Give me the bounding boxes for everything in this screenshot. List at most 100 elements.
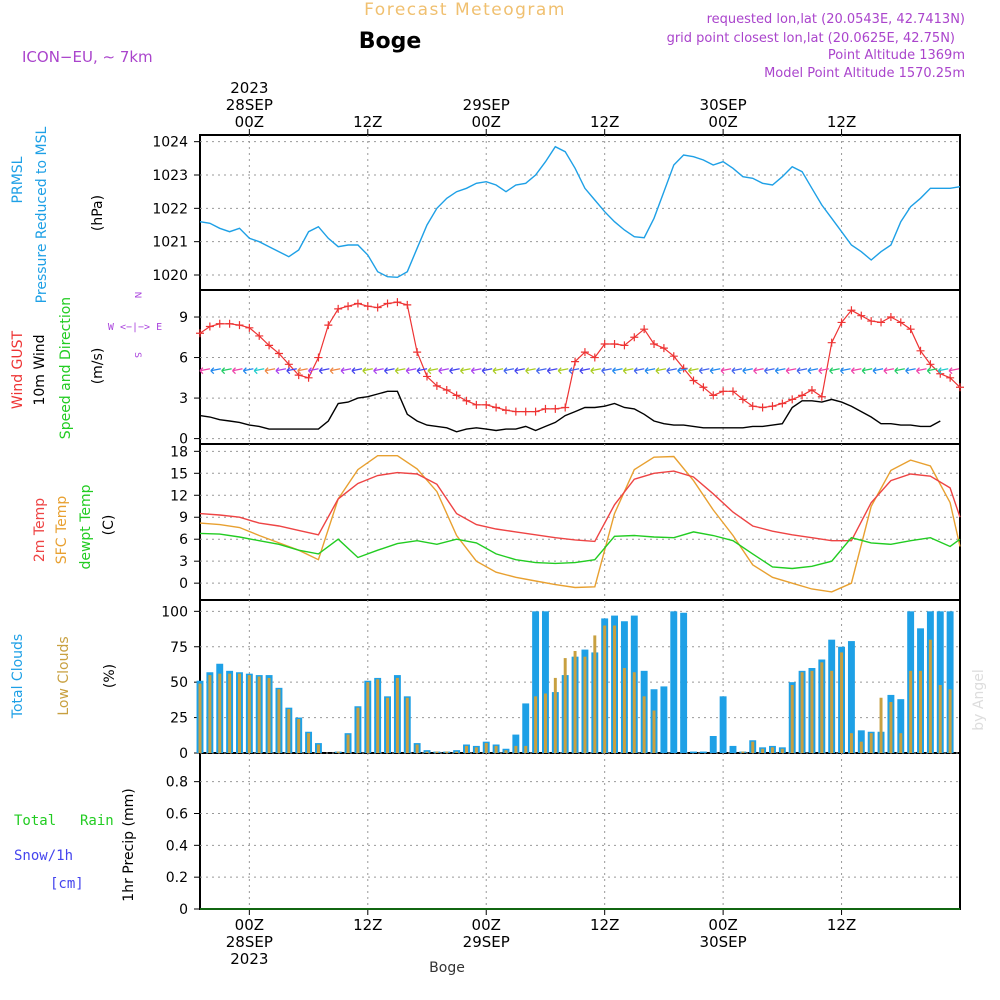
low-cloud-bar xyxy=(652,710,656,753)
low-cloud-bar xyxy=(553,677,557,753)
wind-direction-arrow xyxy=(373,367,384,375)
wind-direction-arrow xyxy=(731,367,743,375)
gust-marker xyxy=(600,340,609,349)
gust-marker xyxy=(669,352,678,361)
gust-marker xyxy=(472,400,481,409)
wind-direction-arrow xyxy=(427,367,439,375)
wind-direction-arrow xyxy=(720,367,732,375)
wind-direction-arrow xyxy=(655,367,667,375)
wind-direction-arrow xyxy=(503,367,515,375)
gust-marker xyxy=(413,348,422,357)
time-label: 2023 xyxy=(230,950,268,968)
precip-ytick-label: 0.8 xyxy=(166,775,188,791)
gust-marker xyxy=(373,303,382,312)
pressure-ytick-label: 1021 xyxy=(152,235,188,251)
wind-direction-arrow xyxy=(590,367,601,375)
low-cloud-bar xyxy=(642,696,646,753)
cloud-ylabel-low: Low Clouds xyxy=(56,636,72,715)
gust-marker xyxy=(867,317,876,326)
wind-direction-arrow xyxy=(883,367,895,375)
wind-direction-arrow xyxy=(340,367,352,375)
low-cloud-bar xyxy=(593,635,597,753)
wind-direction-arrow xyxy=(861,367,873,375)
cloud-unit: (%) xyxy=(102,664,118,688)
low-cloud-bar xyxy=(415,744,419,753)
low-cloud-bar xyxy=(386,697,390,753)
wind-direction-arrow xyxy=(937,367,949,375)
gust-marker xyxy=(847,306,856,315)
pressure-ytick-label: 1022 xyxy=(152,201,188,217)
low-cloud-bar xyxy=(751,741,755,753)
pressure-ylabel-2: Pressure Reduced to MSL xyxy=(34,126,50,303)
low-cloud-bar xyxy=(849,733,853,753)
wind-direction-arrow xyxy=(568,367,580,375)
gust-marker xyxy=(551,404,560,413)
wind-direction-arrow xyxy=(481,367,493,375)
low-cloud-bar xyxy=(830,670,834,753)
pressure-line xyxy=(199,145,961,279)
gust-marker xyxy=(788,395,797,404)
low-cloud-bar xyxy=(405,697,409,753)
wind-direction-arrow xyxy=(384,367,395,375)
time-label: 12Z xyxy=(590,916,619,934)
gust-marker xyxy=(748,402,757,411)
wind-ytick-label: 9 xyxy=(179,310,188,326)
wind-direction-arrow xyxy=(286,367,297,375)
gust-marker xyxy=(521,407,530,416)
wind-direction-arrow xyxy=(948,367,960,375)
gust-marker xyxy=(857,311,866,320)
wind-direction-arrow xyxy=(492,367,504,375)
gust-marker xyxy=(492,403,501,412)
gust-marker xyxy=(650,340,659,349)
temp-ylabel-dew: dewpt Temp xyxy=(78,484,94,569)
wind-unit: (m/s) xyxy=(90,348,106,385)
gust-marker xyxy=(324,321,333,330)
temp-ylabel-2m: 2m Temp xyxy=(32,498,48,562)
low-cloud-bar xyxy=(465,745,468,753)
gust-marker xyxy=(758,403,767,412)
low-cloud-bar xyxy=(770,747,774,753)
low-cloud-bar xyxy=(761,748,765,753)
wind-direction-arrow xyxy=(840,367,851,375)
gust-marker xyxy=(877,318,886,327)
temperature-panel: 0 3 6 9 12 15 18 xyxy=(170,444,961,600)
low-cloud-bar xyxy=(316,744,320,753)
wind-direction-arrow xyxy=(666,367,677,375)
watermark: by Angel xyxy=(971,669,987,730)
wind-direction-arrow xyxy=(579,367,591,375)
wind-direction-arrow xyxy=(677,367,688,375)
temp-ytick-label: 9 xyxy=(179,510,188,526)
wind-direction-arrow xyxy=(557,367,569,375)
low-cloud-bar xyxy=(247,675,251,753)
wind-direction-arrow xyxy=(926,367,938,375)
low-cloud-bar xyxy=(534,696,538,753)
gust-marker xyxy=(284,360,293,369)
total-cloud-bar xyxy=(670,611,678,753)
precip-label-rain: Rain xyxy=(80,813,114,829)
temp-ytick-label: 12 xyxy=(170,488,188,504)
precip-ytick-label: 0.6 xyxy=(166,806,188,822)
low-cloud-bar xyxy=(336,751,340,753)
low-cloud-bar xyxy=(395,677,399,753)
total-cloud-bar xyxy=(660,686,668,753)
low-cloud-bar xyxy=(613,625,617,753)
gust-marker xyxy=(571,357,580,366)
meteogram-title: Forecast Meteogram xyxy=(364,0,566,20)
model-point-altitude: Model Point Altitude 1570.25m xyxy=(764,66,965,81)
gust-marker xyxy=(403,300,412,309)
compass-s: S xyxy=(132,352,142,358)
requested-coords: requested lon,lat (20.0543E, 42.7413N) xyxy=(707,12,965,27)
temp-ytick-label: 0 xyxy=(179,576,188,592)
temp-ylabel-sfc: SFC Temp xyxy=(54,496,70,565)
time-label: 12Z xyxy=(353,916,382,934)
low-cloud-bar xyxy=(445,751,449,753)
gust-marker xyxy=(531,407,540,416)
wind-direction-arrow xyxy=(394,367,406,375)
gust-marker xyxy=(709,391,718,400)
gust-marker xyxy=(255,331,264,340)
low-cloud-bar xyxy=(543,693,547,753)
wind-direction-arrow xyxy=(916,367,927,375)
wind-direction-arrow xyxy=(318,367,330,375)
gust-marker xyxy=(225,319,234,328)
gust-marker xyxy=(196,329,204,338)
